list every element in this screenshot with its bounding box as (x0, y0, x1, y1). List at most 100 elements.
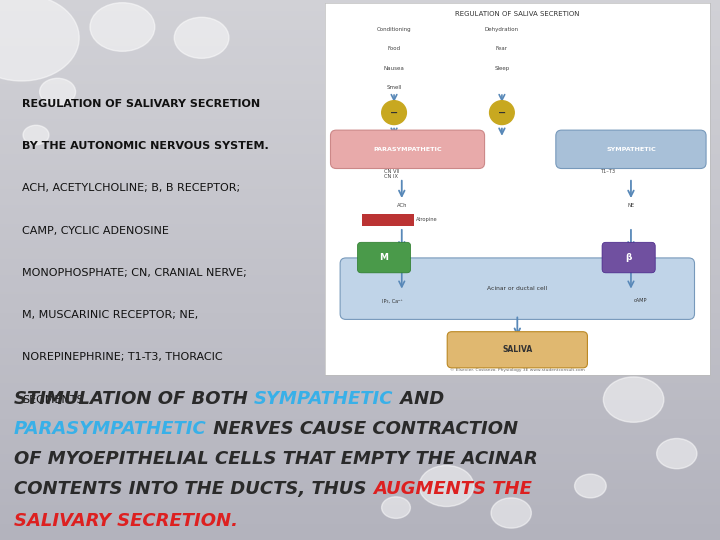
Bar (0, 364, 720, 367)
Bar (0, 486, 720, 489)
Bar (0, 497, 720, 500)
Bar (0, 108, 720, 111)
Bar (0, 535, 720, 537)
Bar (0, 97, 720, 100)
Bar (0, 5, 720, 8)
Bar (0, 84, 720, 86)
Text: PARASYMPATHETIC: PARASYMPATHETIC (373, 147, 442, 152)
Bar (0, 421, 720, 424)
Bar (0, 38, 720, 40)
Bar (0, 240, 720, 243)
Bar (0, 262, 720, 265)
Bar (0, 537, 720, 540)
Text: NOREPINEPHRINE; T1-T3, THORACIC: NOREPINEPHRINE; T1-T3, THORACIC (22, 352, 222, 362)
Text: β: β (626, 253, 632, 262)
Bar (0, 392, 720, 394)
Bar (0, 159, 720, 162)
Bar (0, 359, 720, 362)
Bar (0, 354, 720, 356)
Bar (0, 32, 720, 35)
Bar (0, 451, 720, 454)
Bar (0, 192, 720, 194)
Bar (0, 405, 720, 408)
Bar (0, 526, 720, 529)
Bar (0, 30, 720, 32)
Bar (0, 481, 720, 483)
Bar (0, 316, 720, 319)
Bar (0, 400, 720, 402)
FancyBboxPatch shape (340, 258, 695, 320)
Bar (0, 8, 720, 11)
Bar (0, 103, 720, 105)
Text: SEGMENTS.: SEGMENTS. (22, 395, 87, 404)
Text: BY THE AUTONOMIC NERVOUS SYSTEM.: BY THE AUTONOMIC NERVOUS SYSTEM. (22, 141, 269, 151)
Bar (0, 140, 720, 143)
Bar (0, 49, 720, 51)
Bar (0, 243, 720, 246)
Bar (0, 43, 720, 46)
Bar (0, 394, 720, 397)
Text: REGULATION OF SALIVARY SECRETION: REGULATION OF SALIVARY SECRETION (22, 99, 261, 109)
Bar (0, 310, 720, 313)
Bar (0, 475, 720, 478)
Bar (0, 46, 720, 49)
Bar (0, 289, 720, 292)
Bar (0, 256, 720, 259)
Circle shape (419, 465, 474, 507)
Bar (0, 116, 720, 119)
Bar (0, 367, 720, 370)
Bar (0, 505, 720, 508)
Bar (0, 54, 720, 57)
Bar (0, 518, 720, 521)
Bar (0, 335, 720, 338)
Circle shape (0, 0, 79, 81)
Bar (0, 513, 720, 516)
Bar (0, 173, 720, 176)
Bar (0, 57, 720, 59)
Bar (0, 14, 720, 16)
Bar (0, 238, 720, 240)
Bar (0, 373, 720, 375)
Bar (0, 329, 720, 332)
FancyBboxPatch shape (556, 130, 706, 168)
Bar (0, 197, 720, 200)
Bar (0, 351, 720, 354)
Text: T1–T3: T1–T3 (600, 168, 616, 173)
Bar (0, 467, 720, 470)
Bar (0, 70, 720, 73)
Bar (0, 135, 720, 138)
Bar (0, 297, 720, 300)
Text: −: − (498, 107, 506, 118)
Bar (0, 413, 720, 416)
Text: CN VII
CN IX: CN VII CN IX (384, 168, 400, 179)
Bar (0, 122, 720, 124)
Bar (0, 292, 720, 294)
Bar (0, 454, 720, 456)
Circle shape (490, 100, 514, 125)
Text: Fear: Fear (496, 46, 508, 51)
Bar (0, 68, 720, 70)
Bar (0, 113, 720, 116)
Bar (0, 483, 720, 486)
Bar (0, 62, 720, 65)
FancyBboxPatch shape (447, 332, 588, 368)
Bar (0, 76, 720, 78)
Bar (0, 0, 720, 3)
FancyBboxPatch shape (362, 214, 414, 226)
Bar (0, 232, 720, 235)
Bar (0, 521, 720, 524)
Bar (0, 378, 720, 381)
Bar (0, 500, 720, 502)
Text: cAMP: cAMP (634, 298, 647, 303)
Bar (0, 308, 720, 310)
Bar (0, 443, 720, 445)
Text: Sleep: Sleep (495, 66, 510, 71)
Bar (0, 529, 720, 532)
Bar (0, 416, 720, 418)
Circle shape (382, 100, 406, 125)
Bar (0, 418, 720, 421)
Bar (0, 375, 720, 378)
Bar (0, 205, 720, 208)
Bar (0, 230, 720, 232)
Bar (0, 383, 720, 386)
